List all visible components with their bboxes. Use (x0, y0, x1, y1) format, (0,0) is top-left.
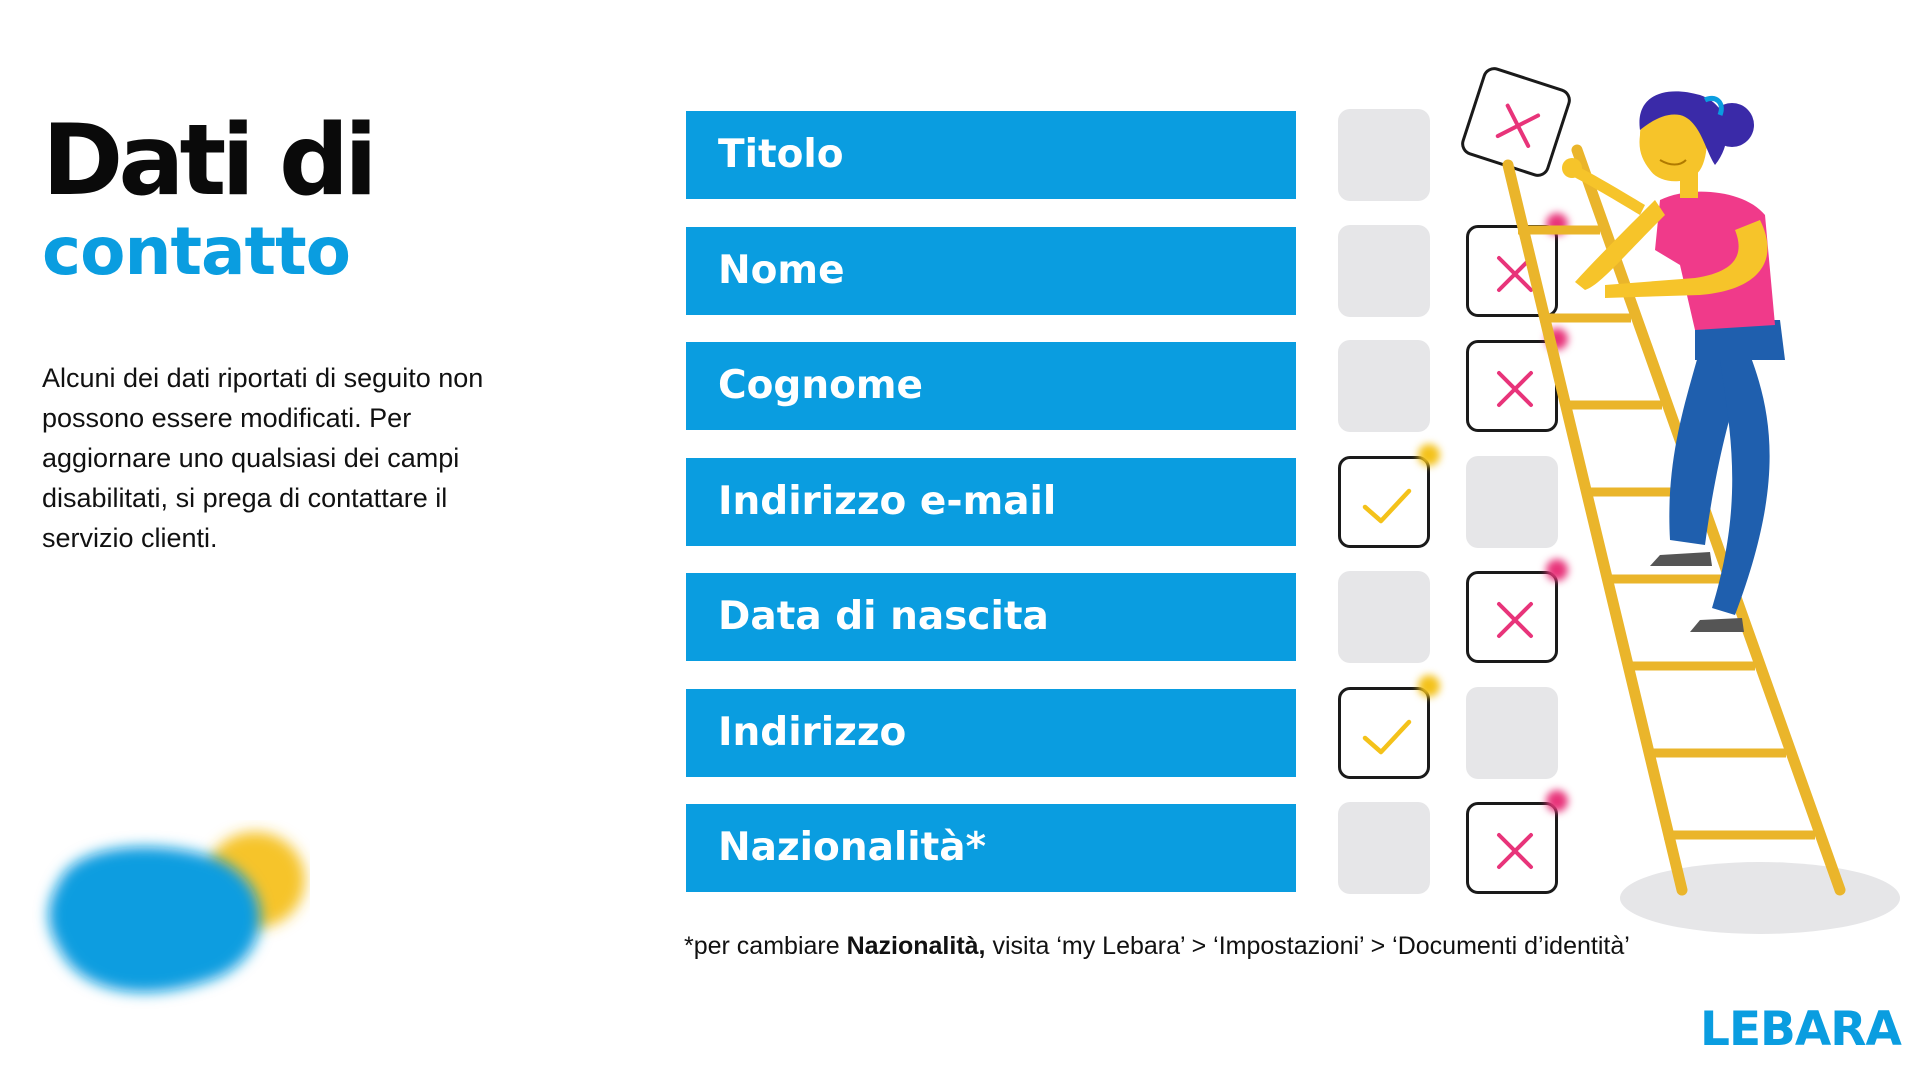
field-label-indirizzo: Indirizzo (686, 689, 1296, 777)
empty-box (1338, 225, 1430, 317)
field-label-titolo: Titolo (686, 111, 1296, 199)
footnote-bold: Nazionalità, (846, 932, 986, 960)
cross-icon (1458, 64, 1574, 180)
empty-box (1338, 109, 1430, 201)
cross-icon (1466, 571, 1558, 663)
glow-dot (1546, 790, 1568, 812)
intro-text: Alcuni dei dati riportati di seguito non… (42, 363, 484, 553)
field-label-nome: Nome (686, 227, 1296, 315)
empty-box (1338, 802, 1430, 894)
glow-dot (1546, 559, 1568, 581)
check-icon (1338, 687, 1430, 779)
field-label-data-di-nascita: Data di nascita (686, 573, 1296, 661)
footnote-prefix: *per cambiare (684, 932, 847, 960)
empty-box (1466, 456, 1558, 548)
glow-dot (1418, 675, 1440, 697)
field-label-cognome: Cognome (686, 342, 1296, 430)
footnote-suffix: visita ‘my Lebara’ > ‘Impostazioni’ > ‘D… (985, 932, 1630, 960)
cross-icon (1466, 225, 1558, 317)
empty-box (1338, 340, 1430, 432)
field-label-nazionalit: Nazionalità* (686, 804, 1296, 892)
empty-box (1338, 571, 1430, 663)
glow-dot (1418, 444, 1440, 466)
page-title: Dati di (42, 104, 378, 218)
footnote: *per cambiare Nazionalità, visita ‘my Le… (684, 932, 1630, 961)
empty-box (1466, 687, 1558, 779)
page-subtitle: contatto (42, 213, 351, 290)
field-label-indirizzo-e-mail: Indirizzo e-mail (686, 458, 1296, 546)
lebara-logo: LEBARA (1700, 1002, 1902, 1057)
check-icon (1338, 456, 1430, 548)
cross-icon (1466, 802, 1558, 894)
